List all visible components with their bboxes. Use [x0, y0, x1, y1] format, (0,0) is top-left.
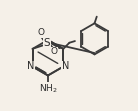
Text: N: N	[62, 61, 69, 71]
Text: NH$_2$: NH$_2$	[39, 83, 57, 95]
Text: S: S	[44, 38, 50, 48]
Text: O: O	[37, 28, 44, 37]
Text: N: N	[27, 61, 34, 71]
Text: O: O	[50, 47, 57, 56]
